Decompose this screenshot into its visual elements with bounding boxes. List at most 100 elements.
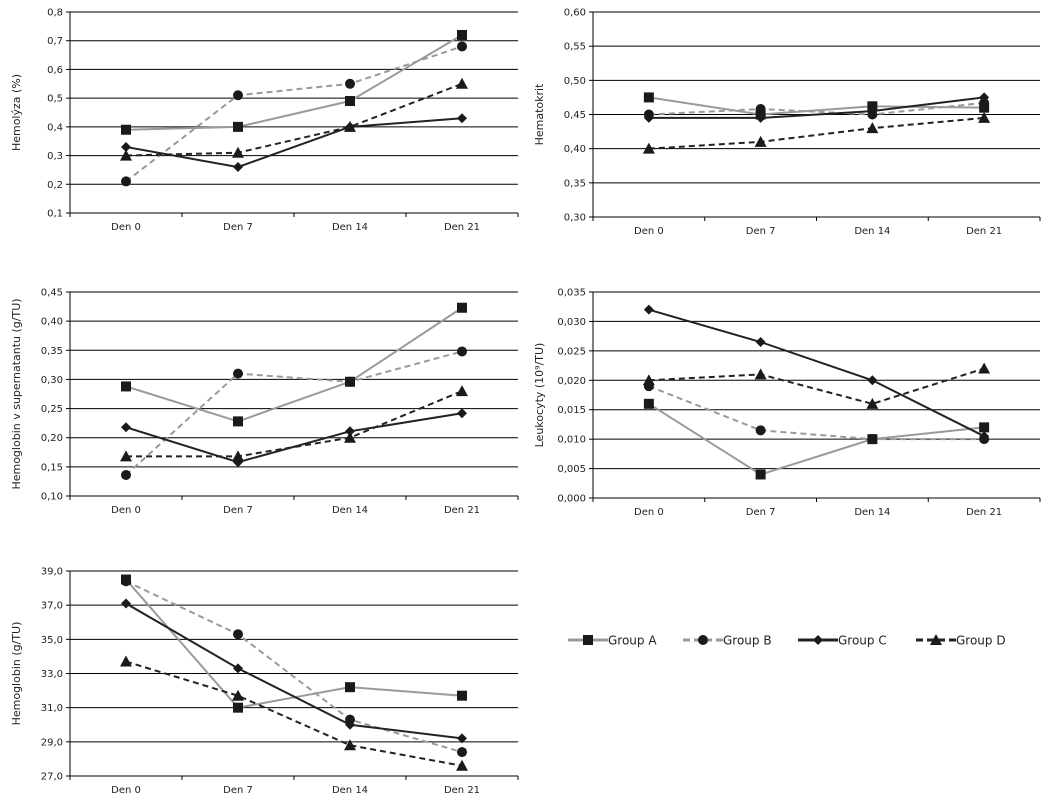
y-axis-label: Hemoglobin (g/TU) (10, 622, 23, 726)
x-tick-label: Den 14 (332, 785, 368, 796)
y-tick-label: 0,40 (564, 144, 586, 155)
series-line-group-b (125, 350, 463, 476)
y-tick-label: 0,030 (557, 317, 586, 328)
x-tick-label: Den 14 (332, 222, 368, 233)
y-axis-label: Hemoglobin v supernatantu (g/TU) (10, 298, 23, 489)
series-line-group-b (648, 101, 985, 116)
data-point-group-d (344, 739, 356, 751)
data-point-group-c (755, 112, 766, 123)
y-tick-label: 37,0 (41, 601, 63, 612)
data-point-group-b (233, 629, 243, 640)
legend-label: Group A (608, 634, 657, 648)
series-line-group-c (648, 308, 985, 438)
y-tick-label: 39,0 (41, 567, 63, 578)
data-point-group-a (121, 381, 131, 392)
x-tick-label: Den 0 (111, 785, 141, 796)
data-point-group-b (121, 470, 131, 481)
data-point-group-d (120, 149, 132, 161)
x-tick-label: Den 21 (444, 505, 480, 516)
x-tick-label: Den 14 (332, 505, 368, 516)
series-line-group-d (125, 82, 463, 157)
legend-marker-group-a (583, 635, 593, 645)
x-tick-label: Den 0 (634, 226, 664, 237)
x-tick-label: Den 0 (634, 507, 664, 518)
y-tick-label: 0,45 (41, 288, 63, 299)
data-point-group-a (979, 422, 990, 433)
x-tick-label: Den 0 (111, 505, 141, 516)
data-point-group-d (866, 122, 879, 134)
legend-label: Group D (956, 634, 1006, 648)
series-line-group-a (648, 96, 985, 116)
legend: Group A Group B Group C Group D (568, 634, 1006, 648)
data-point-group-d (642, 374, 655, 386)
data-point-group-c (457, 733, 467, 744)
data-point-group-b (121, 176, 131, 187)
x-tick-label: Den 7 (746, 507, 776, 518)
x-tick-label: Den 14 (854, 226, 890, 237)
y-tick-label: 0,020 (557, 376, 586, 387)
data-point-group-a (457, 29, 467, 40)
data-point-group-c (457, 408, 467, 419)
y-tick-label: 0,30 (564, 213, 586, 224)
chart-panel-3: 0,10 0,15 0,20 0,25 0,30 0,35 0,40 0,45 Den 0 Den… (10, 288, 519, 516)
y-tick-label: 33,0 (41, 669, 63, 680)
data-point-group-a (457, 690, 467, 701)
data-point-group-d (754, 368, 767, 380)
y-tick-label: 35,0 (41, 635, 63, 646)
y-axis-label: Leukocyty (10⁹/TU) (533, 343, 546, 448)
legend-marker-group-b (698, 635, 708, 645)
data-point-group-b (755, 104, 766, 115)
data-point-group-a (643, 398, 654, 409)
data-point-group-d (456, 77, 468, 89)
y-tick-label: 0,025 (557, 346, 586, 357)
chart-panel-2: 0,30 0,35 0,40 0,45 0,50 0,55 0,60 Den 0 Den 7 De… (533, 8, 1041, 237)
chart-panel-4: 0,000 0,005 0,010 0,015 0,020 0,025 0,030 0,035… (533, 288, 1041, 518)
series-line-group-a (125, 34, 463, 131)
data-point-group-a (643, 92, 654, 103)
y-tick-label: 31,0 (41, 703, 63, 714)
data-point-group-c (233, 162, 243, 173)
data-point-group-d (642, 142, 655, 154)
series-line-group-c (125, 117, 463, 169)
data-point-group-c (643, 112, 654, 123)
series-line-group-a (125, 578, 463, 709)
series-line-group-d (648, 116, 985, 150)
y-tick-label: 0,010 (557, 435, 586, 446)
y-tick-label: 0,000 (557, 494, 586, 505)
x-tick-label: Den 7 (223, 505, 253, 516)
series-line-group-a (125, 306, 463, 423)
series-line-group-c (648, 96, 985, 119)
y-tick-label: 0,2 (47, 180, 63, 191)
data-point-group-a (457, 302, 467, 313)
legend-label: Group C (838, 634, 887, 648)
series-line-group-c (125, 602, 463, 740)
y-axis-label: Hemolýza (%) (10, 74, 23, 151)
data-point-group-c (345, 719, 355, 730)
data-point-group-a (121, 124, 131, 135)
data-point-group-b (233, 368, 243, 379)
y-tick-label: 0,40 (41, 317, 63, 328)
y-tick-label: 0,25 (41, 404, 63, 415)
y-tick-label: 27,0 (41, 772, 63, 783)
data-point-group-d (232, 146, 244, 158)
series-line-group-d (648, 367, 985, 405)
data-point-group-c (457, 113, 467, 124)
series-line-group-d (126, 390, 463, 458)
x-tick-label: Den 21 (444, 222, 480, 233)
data-point-group-d (866, 397, 879, 409)
series-line-group-b (125, 580, 463, 754)
x-tick-label: Den 7 (223, 785, 253, 796)
series-line-group-a (648, 402, 985, 476)
x-tick-label: Den 7 (746, 226, 776, 237)
y-tick-label: 0,4 (47, 122, 63, 133)
x-tick-label: Den 21 (966, 226, 1002, 237)
series-line-group-b (648, 385, 985, 441)
y-tick-label: 0,7 (47, 36, 63, 47)
data-point-group-b (457, 747, 467, 758)
data-point-group-c (755, 337, 766, 348)
data-point-group-c (979, 431, 990, 442)
y-tick-label: 0,30 (41, 375, 63, 386)
data-point-group-d (344, 431, 356, 443)
y-tick-label: 0,005 (557, 464, 586, 475)
